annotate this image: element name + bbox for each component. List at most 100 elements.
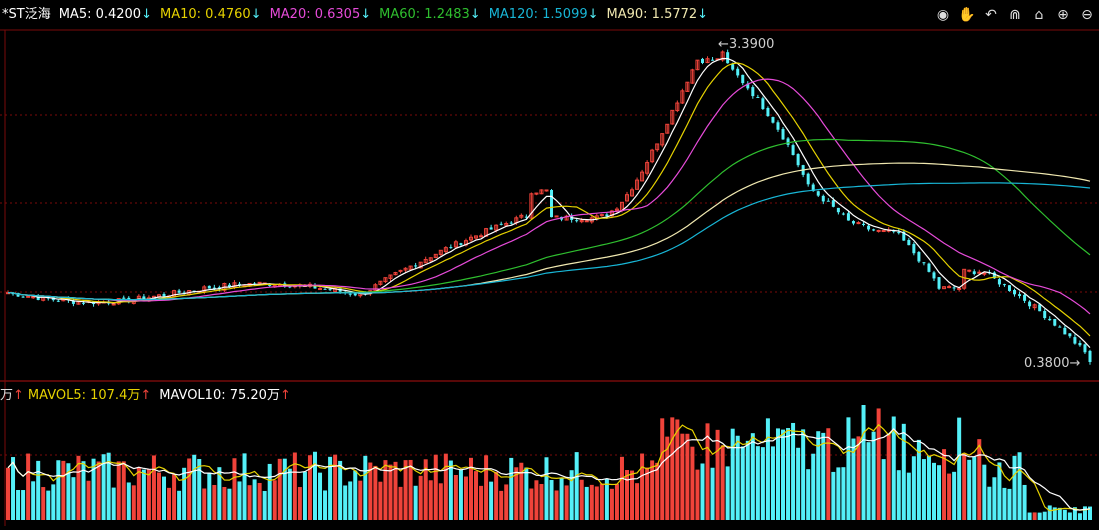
candle-body — [393, 272, 398, 276]
volume-bar — [700, 463, 705, 520]
ma5-indicator: MA5: 0.4200↓ — [59, 5, 160, 25]
candle-body — [731, 64, 735, 70]
volume-bar — [921, 459, 926, 520]
candle-body — [766, 107, 770, 117]
volume-bar — [791, 422, 796, 520]
candle-body — [846, 213, 850, 221]
candle-body — [660, 133, 665, 146]
candle-body — [625, 194, 630, 202]
volume-bar — [438, 483, 443, 520]
volume-bar — [187, 458, 192, 520]
volume-bar — [826, 428, 831, 520]
candle-body — [1043, 311, 1047, 319]
candle-body — [922, 262, 926, 264]
volume-bar — [1062, 509, 1067, 520]
candle-body — [313, 285, 317, 289]
candle-body — [776, 122, 780, 130]
volume-bar — [750, 433, 755, 520]
candle-body — [443, 247, 448, 253]
volume-bar — [232, 458, 237, 520]
volume-bar — [51, 484, 56, 520]
ma120-line — [7, 182, 1091, 301]
candle-body — [318, 288, 323, 291]
candle-body — [207, 285, 211, 289]
volume-bar — [730, 428, 735, 520]
candle-body — [907, 239, 911, 246]
volume-bar — [126, 482, 131, 520]
indicator-arrow: ↓ — [141, 7, 152, 22]
candle-body — [323, 288, 327, 290]
candle-body — [524, 216, 528, 218]
candle-body — [11, 293, 15, 295]
volume-bar — [172, 474, 177, 520]
zoom-in-icon[interactable]: ⊕ — [1057, 7, 1069, 23]
candle-body — [1088, 350, 1092, 362]
volume-bar — [544, 457, 549, 520]
candle-body — [378, 280, 383, 285]
volume-bar — [237, 481, 242, 520]
volume-bar — [1072, 507, 1077, 520]
candle-body — [821, 195, 825, 202]
candle-body — [726, 52, 730, 64]
volume-bar — [725, 466, 730, 520]
zoom-out-icon[interactable]: ⊖ — [1081, 7, 1093, 23]
candle-body — [836, 207, 840, 213]
volume-bar — [1042, 511, 1047, 520]
volume-bar — [1012, 455, 1017, 520]
candle-body — [912, 244, 916, 254]
eye-icon[interactable]: ◉ — [936, 7, 950, 23]
candle-body — [670, 109, 675, 125]
candle-body — [947, 286, 952, 289]
volume-bar — [977, 439, 982, 520]
volume-bar — [26, 453, 31, 520]
candle-body — [212, 287, 216, 289]
volume-bar — [66, 463, 71, 520]
mavol10-line — [7, 428, 1091, 511]
candle-body — [449, 247, 453, 249]
volume-bar — [463, 476, 468, 520]
volume-bar — [861, 405, 866, 520]
undo-icon[interactable]: ↶ — [985, 7, 997, 23]
ma120-indicator: MA120: 1.5099↓ — [489, 5, 607, 25]
volume-bar — [564, 485, 569, 520]
volume-bar — [911, 456, 916, 520]
volume-bar — [162, 476, 167, 520]
candle-body — [957, 287, 962, 290]
volume-bar — [1057, 507, 1062, 520]
candle-body — [348, 293, 352, 295]
candle-body — [680, 90, 685, 104]
candle-body — [575, 220, 579, 222]
candle-body — [917, 252, 921, 262]
candle-body — [761, 98, 765, 110]
volume-bar — [257, 482, 262, 520]
candle-body — [1002, 284, 1006, 286]
volume-bar — [947, 473, 952, 520]
volume-bar — [876, 408, 881, 520]
indicator-arrow: ↓ — [250, 7, 262, 22]
volume-bar — [227, 488, 232, 520]
volume-bar — [328, 456, 333, 520]
indicator-arrow: ↓ — [469, 7, 481, 22]
candle-body — [217, 287, 221, 289]
candle-body — [328, 289, 332, 291]
magnet-icon[interactable]: ⋒ — [1009, 7, 1021, 23]
volume-bar — [594, 486, 599, 520]
candle-body — [433, 253, 438, 258]
hand-icon[interactable]: ✋ — [958, 7, 976, 23]
volume-bar — [242, 453, 247, 520]
indicator-value: MA60: 1.2483 — [379, 7, 470, 22]
volume-bar — [987, 486, 992, 520]
volume-bar — [56, 460, 61, 520]
volume-bar — [931, 462, 936, 520]
volume-bar — [957, 417, 962, 520]
volume-bar — [484, 455, 489, 520]
volume-bar — [846, 417, 851, 520]
volume-bar — [871, 431, 876, 520]
lock-icon[interactable]: ⌂ — [1034, 7, 1044, 23]
candle-body — [31, 296, 36, 299]
volume-bar — [569, 470, 574, 520]
candle-body — [892, 230, 896, 232]
volume-bar — [720, 445, 725, 520]
